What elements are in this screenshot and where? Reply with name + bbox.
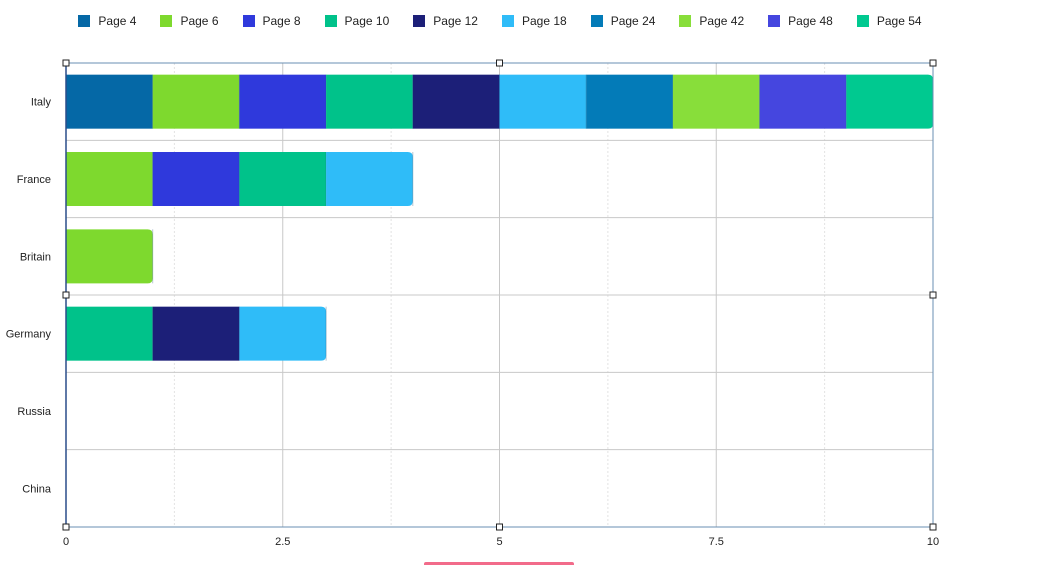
bar-segment[interactable]: [586, 74, 673, 129]
bar-segment[interactable]: [66, 74, 153, 129]
resize-handle[interactable]: [929, 523, 937, 531]
legend-label: Page 12: [433, 14, 478, 28]
resize-handle[interactable]: [496, 523, 503, 531]
legend-item[interactable]: Page 6: [160, 14, 219, 28]
legend-label: Page 54: [876, 14, 922, 28]
category-label: France: [17, 174, 51, 186]
bar-segment[interactable]: [499, 74, 587, 129]
legend-swatch: [768, 15, 781, 27]
legend-item[interactable]: Page 54: [856, 14, 922, 28]
legend-swatch: [160, 15, 173, 27]
bar-segment[interactable]: [759, 74, 847, 129]
bar-segment[interactable]: [152, 306, 240, 361]
legend-swatch: [413, 15, 426, 27]
legend-item[interactable]: Page 4: [78, 14, 136, 28]
category-label: China: [22, 483, 52, 495]
category-label: Russia: [17, 406, 52, 418]
bar-segment[interactable]: [846, 74, 933, 129]
category-label: Italy: [31, 97, 52, 109]
x-tick-labels: 0 2.5 5 7.5 10: [63, 536, 939, 548]
legend-item[interactable]: Page 8: [242, 14, 301, 28]
x-tick-label: 10: [927, 536, 939, 548]
bar-segment[interactable]: [152, 152, 240, 206]
legend-label: Page 24: [610, 14, 656, 28]
bar-segment[interactable]: [66, 152, 153, 206]
legend-label: Page 48: [788, 14, 833, 28]
bar-segment[interactable]: [412, 74, 500, 129]
category-label: Britain: [20, 251, 51, 263]
bar-segment[interactable]: [66, 306, 153, 361]
bar-segment[interactable]: [326, 152, 413, 206]
resize-handle[interactable]: [62, 59, 70, 67]
legend-item[interactable]: Page 42: [679, 14, 744, 28]
x-tick-label: 5: [496, 536, 502, 548]
x-tick-label: 0: [63, 536, 69, 548]
legend-label: Page 6: [180, 14, 219, 28]
legend-item[interactable]: Page 18: [501, 14, 567, 28]
legend-swatch: [78, 15, 91, 27]
resize-handle[interactable]: [929, 59, 937, 67]
resize-handle[interactable]: [929, 291, 937, 299]
legend-label: Page 4: [98, 14, 137, 28]
selection-frame: [62, 59, 937, 531]
x-tick-label: 7.5: [709, 536, 724, 548]
legend-label: Page 8: [262, 14, 301, 28]
category-labels: Italy France Britain Germany Russia China: [6, 97, 52, 496]
x-tick-label: 2.5: [275, 536, 290, 548]
legend-swatch: [590, 15, 603, 27]
grid: [65, 63, 934, 527]
scroll-indicator: [424, 562, 574, 565]
legend-swatch: [856, 15, 869, 27]
legend-item[interactable]: Page 12: [413, 14, 478, 28]
bar-segment[interactable]: [326, 74, 413, 129]
resize-handle[interactable]: [62, 291, 70, 299]
legend-item[interactable]: Page 48: [768, 14, 833, 28]
bars: [66, 74, 934, 361]
bar-segment[interactable]: [672, 74, 760, 129]
legend-swatch: [679, 15, 692, 27]
chart-legend: Page 4 Page 6 Page 8 Page 10 Page 12 Page 18 P…: [0, 14, 1000, 28]
legend-item[interactable]: Page 24: [590, 14, 656, 28]
legend-swatch: [501, 15, 514, 27]
bar-segment[interactable]: [239, 74, 327, 129]
legend-swatch: [324, 15, 337, 27]
bar-segment[interactable]: [152, 74, 240, 129]
legend-label: Page 42: [699, 14, 745, 28]
category-label: Germany: [6, 329, 52, 341]
legend-label: Page 18: [521, 14, 567, 28]
bar-segment[interactable]: [66, 229, 153, 284]
legend-item[interactable]: Page 10: [324, 14, 390, 28]
resize-handle[interactable]: [62, 523, 70, 531]
legend-label: Page 10: [344, 14, 390, 28]
bar-segment[interactable]: [239, 152, 327, 206]
resize-handle[interactable]: [496, 59, 503, 67]
legend-swatch: [242, 15, 255, 27]
bar-segment[interactable]: [239, 306, 327, 361]
